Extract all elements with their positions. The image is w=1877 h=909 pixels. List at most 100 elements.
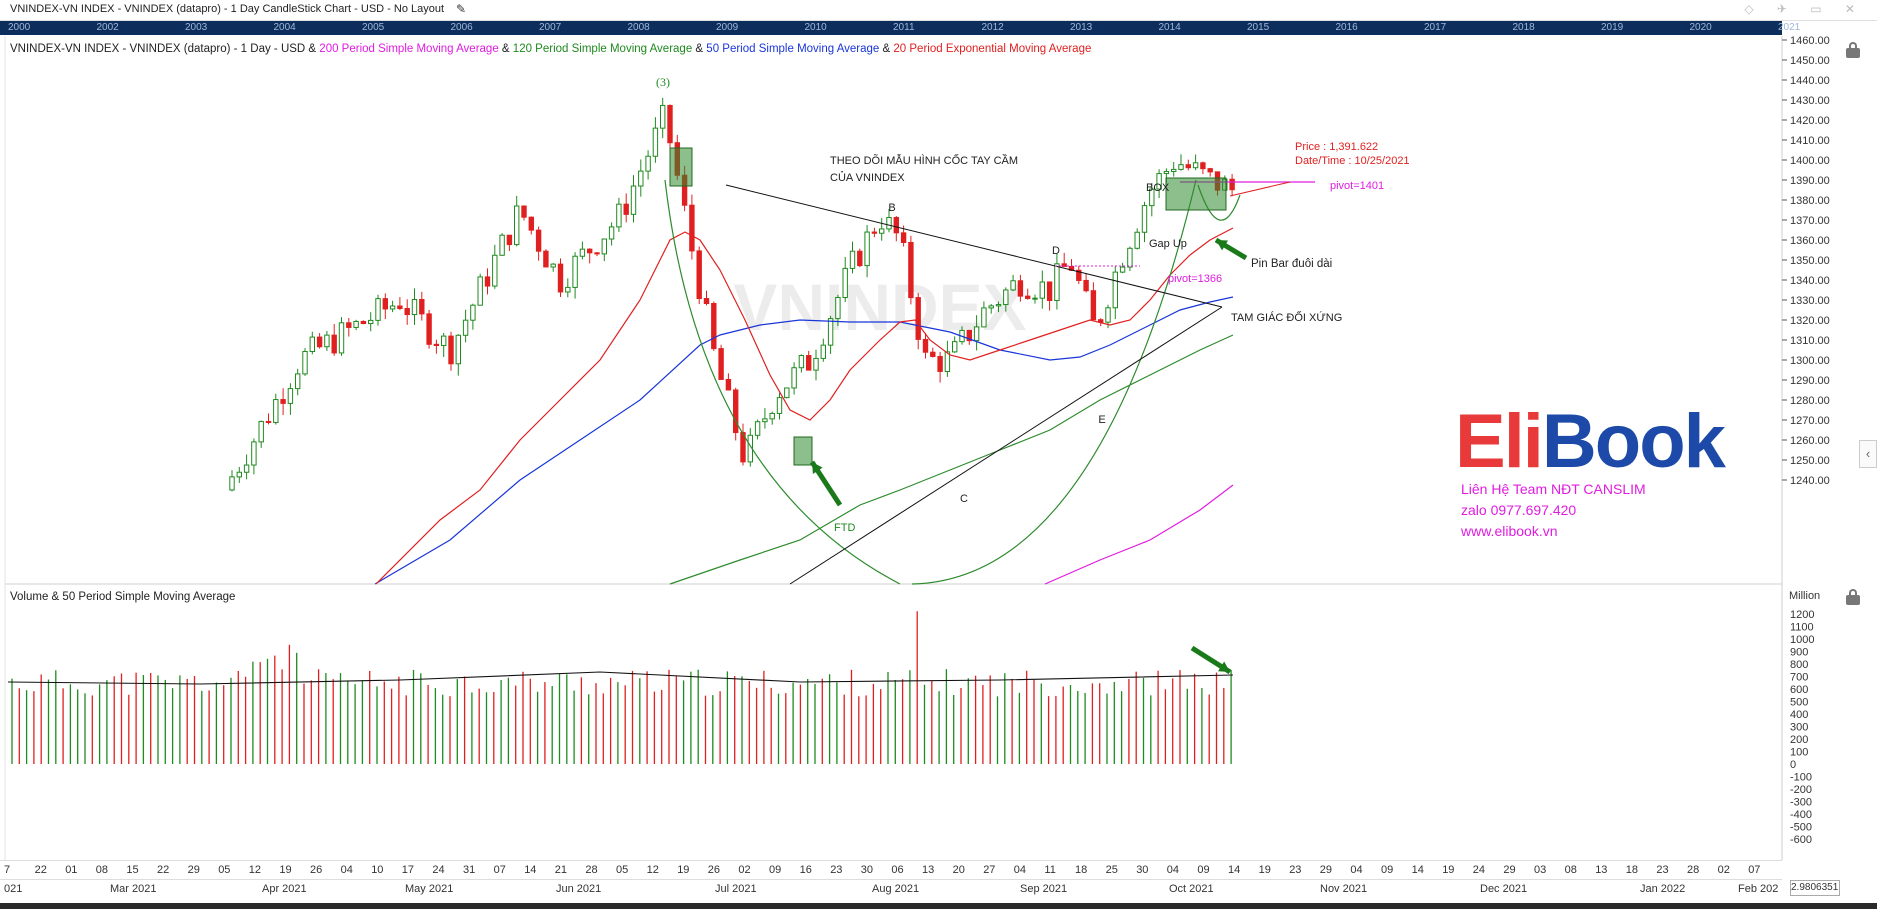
candle-down bbox=[484, 268, 491, 295]
x-axis-day-label: 22 bbox=[34, 864, 47, 876]
x-axis-day-label: 09 bbox=[1381, 864, 1394, 876]
x-axis-months[interactable]: 021 Mar 2021 Apr 2021 May 2021 Jun 2021 Jul 2… bbox=[0, 879, 1782, 898]
candle-body bbox=[470, 304, 476, 321]
price-tick-label: 1310.00 bbox=[1790, 335, 1830, 347]
overview-year-label[interactable]: 2017 bbox=[1424, 22, 1447, 33]
overview-year-label[interactable]: 2021 bbox=[1778, 22, 1801, 33]
legend-sma50[interactable]: 50 Period Simple Moving Average bbox=[706, 43, 880, 55]
candle-body bbox=[331, 334, 337, 354]
candle-body bbox=[1083, 279, 1089, 292]
x-axis-day-label: 18 bbox=[1625, 864, 1639, 876]
overview-year-label[interactable]: 2004 bbox=[273, 22, 296, 33]
overview-year-label[interactable]: 2011 bbox=[893, 22, 915, 33]
legend-ema20[interactable]: 20 Period Exponential Moving Average bbox=[893, 43, 1092, 55]
overview-year-label[interactable]: 2005 bbox=[362, 22, 385, 33]
gap-up-label: Gap Up bbox=[1149, 238, 1187, 250]
overview-year-label[interactable]: 2012 bbox=[981, 22, 1004, 33]
candle-up bbox=[886, 209, 892, 233]
candle-body bbox=[258, 420, 264, 443]
window-controls[interactable]: ◇ ✈ ▭ ✕ bbox=[1744, 2, 1865, 16]
legend-sma200[interactable]: 200 Period Simple Moving Average bbox=[319, 43, 499, 55]
x-axis-day-label: 23 bbox=[1289, 864, 1302, 876]
lock-icon[interactable] bbox=[1846, 42, 1860, 58]
candle-body bbox=[587, 248, 593, 254]
overview-year-label[interactable]: 2008 bbox=[627, 22, 650, 33]
x-axis-day-label: 08 bbox=[95, 864, 109, 876]
wave3-label: (3) bbox=[656, 75, 670, 89]
x-axis-day-label: 22 bbox=[157, 864, 170, 876]
point-b-label: B bbox=[888, 202, 895, 214]
overview-year-label[interactable]: 2014 bbox=[1158, 22, 1181, 33]
candle-body bbox=[930, 351, 936, 357]
volume-lock-icon[interactable] bbox=[1846, 589, 1860, 605]
volume-tick-label: 500 bbox=[1790, 697, 1808, 709]
x-axis-day-label: 09 bbox=[769, 864, 782, 876]
overview-year-label[interactable]: 2020 bbox=[1689, 22, 1712, 33]
edit-title-icon[interactable]: ✎ bbox=[456, 2, 467, 16]
x-axis-days[interactable]: 7 22 01 08 15 22 29 05 12 19 26 04 10 17 24 31 07 14 21 28 0… bbox=[0, 860, 1782, 879]
candle-down bbox=[360, 320, 367, 325]
pivot1401-label: pivot=1401 bbox=[1330, 180, 1384, 192]
price-projection-line bbox=[1229, 181, 1291, 197]
candle-down bbox=[346, 317, 352, 337]
x-axis-day-label: 24 bbox=[432, 864, 445, 876]
candle-down bbox=[1017, 274, 1024, 302]
x-axis-day-label: 01 bbox=[65, 864, 78, 876]
candle-body bbox=[784, 387, 790, 399]
candle-down bbox=[725, 373, 732, 391]
overview-year-label[interactable]: 2000 bbox=[8, 22, 31, 33]
volume-tick-label: 1100 bbox=[1790, 622, 1814, 634]
candle-down bbox=[397, 297, 403, 311]
candle-body bbox=[1127, 247, 1133, 268]
triangle-lower-line bbox=[789, 306, 1223, 585]
pattern-title-line2: CỦA VNINDEX bbox=[830, 171, 905, 184]
overview-year-label[interactable]: 2006 bbox=[450, 22, 473, 33]
overview-timeline[interactable]: 2000 2002 2003 2004 2005 2006 2007 2008 2009 2010… bbox=[0, 21, 1800, 35]
candle-up bbox=[798, 354, 805, 373]
overview-year-label[interactable]: 2016 bbox=[1335, 22, 1358, 33]
candle-up bbox=[776, 392, 783, 420]
candle-body bbox=[462, 319, 469, 336]
legend-sma120[interactable]: 120 Period Simple Moving Average bbox=[512, 43, 693, 55]
candle-down bbox=[930, 347, 936, 358]
candle-body bbox=[995, 304, 1002, 307]
zoom-field[interactable]: 2.9806351 bbox=[1790, 880, 1840, 896]
candle-down bbox=[908, 235, 914, 305]
candle-up bbox=[630, 175, 637, 223]
price-tick-label: 1390.00 bbox=[1790, 175, 1830, 187]
candle-body bbox=[667, 104, 673, 144]
x-axis-day-label: 04 bbox=[340, 864, 353, 876]
x-axis-day-label: 19 bbox=[279, 864, 292, 876]
candle-body bbox=[1156, 173, 1162, 190]
candle-body bbox=[1046, 281, 1053, 302]
x-axis-day-label: 04 bbox=[1013, 864, 1027, 876]
overview-year-label[interactable]: 2009 bbox=[716, 22, 739, 33]
candle-down bbox=[1083, 273, 1089, 293]
volume-tick-label: -500 bbox=[1790, 822, 1812, 834]
x-axis-day-label: 04 bbox=[1350, 864, 1363, 876]
candle-body bbox=[368, 319, 374, 325]
x-axis-day-label: 20 bbox=[952, 864, 965, 876]
overview-year-label[interactable]: 2015 bbox=[1247, 22, 1270, 33]
overview-year-label[interactable]: 2003 bbox=[185, 22, 208, 33]
chevron-left-icon[interactable]: ‹ bbox=[1859, 440, 1877, 468]
candle-body bbox=[849, 250, 856, 269]
candle-up bbox=[784, 387, 790, 399]
overview-year-label[interactable]: 2019 bbox=[1601, 22, 1624, 33]
logo-part-eli: Eli bbox=[1455, 399, 1544, 484]
candle-up bbox=[1119, 262, 1126, 274]
legend-sep-3: & bbox=[879, 43, 894, 55]
volume-tick-label: -300 bbox=[1790, 797, 1812, 809]
candle-body bbox=[893, 217, 899, 234]
overview-year-label[interactable]: 2010 bbox=[804, 22, 827, 33]
candle-body bbox=[813, 357, 819, 371]
legend-sep-2: & bbox=[692, 43, 707, 55]
cup-left-curve bbox=[664, 179, 901, 585]
chart-legend: VNINDEX-VN INDEX - VNINDEX (datapro) - 1… bbox=[10, 43, 1091, 55]
overview-year-label[interactable]: 2002 bbox=[96, 22, 119, 33]
overview-year-label[interactable]: 2013 bbox=[1070, 22, 1093, 33]
contact-website[interactable]: www.elibook.vn bbox=[1461, 523, 1558, 539]
overview-year-label[interactable]: 2007 bbox=[539, 22, 562, 33]
overview-year-label[interactable]: 2018 bbox=[1512, 22, 1535, 33]
